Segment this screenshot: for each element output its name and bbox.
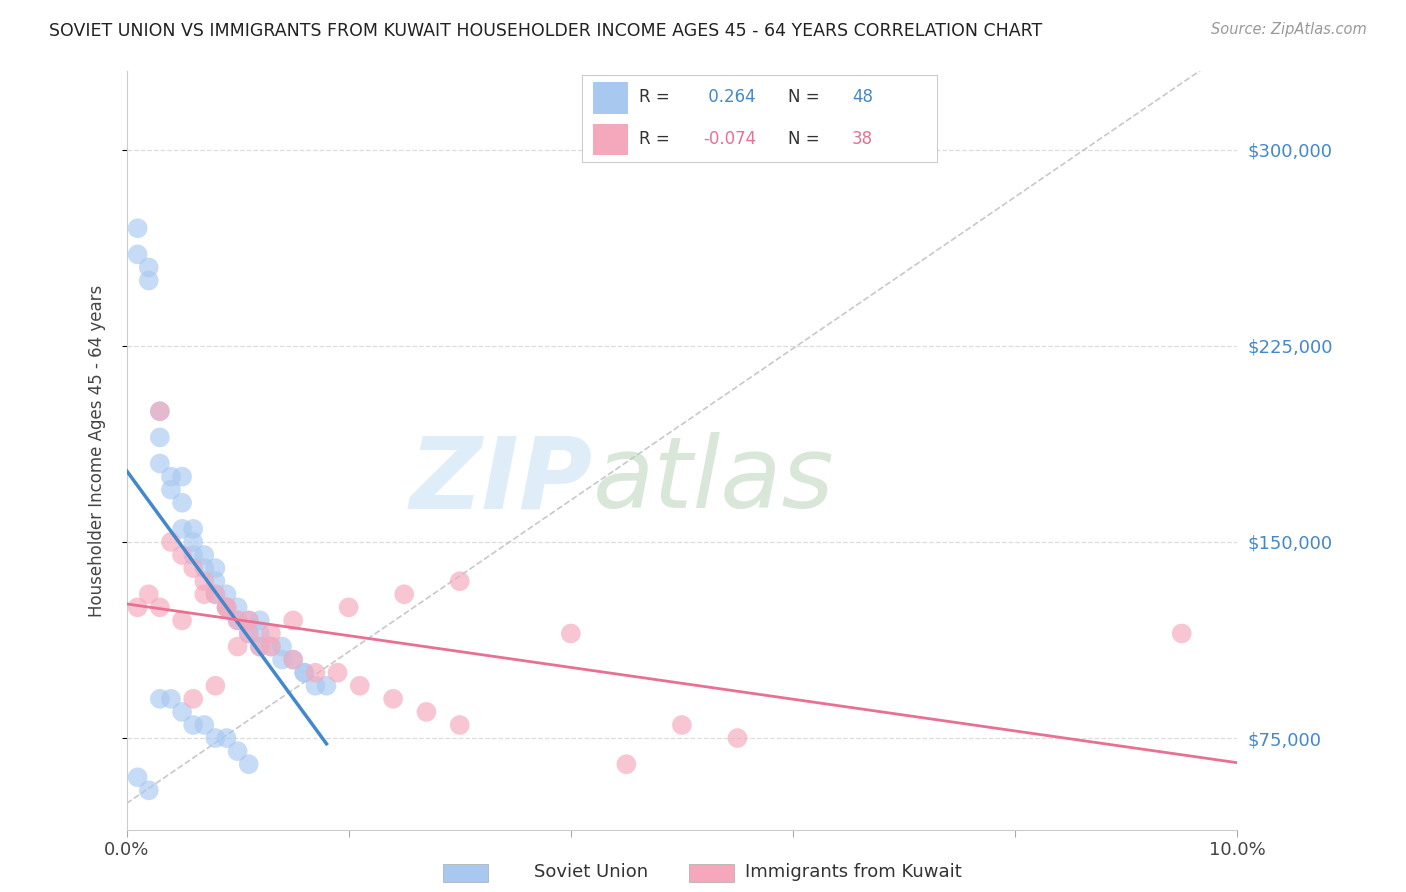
Point bbox=[226, 640, 249, 654]
Point bbox=[304, 679, 326, 693]
Point bbox=[181, 561, 204, 575]
Point bbox=[727, 731, 749, 745]
Point bbox=[271, 640, 294, 654]
Text: Source: ZipAtlas.com: Source: ZipAtlas.com bbox=[1211, 22, 1367, 37]
Point bbox=[249, 626, 271, 640]
Point bbox=[215, 600, 238, 615]
Point bbox=[249, 640, 271, 654]
Point bbox=[172, 469, 194, 483]
Point bbox=[160, 535, 183, 549]
Point bbox=[204, 574, 226, 589]
Point bbox=[238, 757, 260, 772]
Text: Soviet Union: Soviet Union bbox=[534, 863, 648, 881]
Point bbox=[204, 587, 226, 601]
Point bbox=[149, 404, 172, 418]
Point bbox=[281, 614, 304, 628]
Point bbox=[281, 652, 304, 666]
Point bbox=[138, 783, 160, 797]
Point bbox=[172, 522, 194, 536]
Text: atlas: atlas bbox=[593, 433, 835, 529]
Point bbox=[160, 483, 183, 497]
Point bbox=[127, 600, 149, 615]
Point bbox=[260, 626, 283, 640]
Point bbox=[138, 260, 160, 275]
Point bbox=[160, 691, 183, 706]
Point bbox=[304, 665, 326, 680]
Point bbox=[415, 705, 437, 719]
Point bbox=[1170, 626, 1192, 640]
Point bbox=[172, 496, 194, 510]
Text: SOVIET UNION VS IMMIGRANTS FROM KUWAIT HOUSEHOLDER INCOME AGES 45 - 64 YEARS COR: SOVIET UNION VS IMMIGRANTS FROM KUWAIT H… bbox=[49, 22, 1042, 40]
Point bbox=[238, 614, 260, 628]
Point bbox=[249, 614, 271, 628]
Point bbox=[172, 614, 194, 628]
Point bbox=[181, 691, 204, 706]
Point bbox=[249, 640, 271, 654]
Point bbox=[149, 457, 172, 471]
Point bbox=[215, 600, 238, 615]
Text: Immigrants from Kuwait: Immigrants from Kuwait bbox=[745, 863, 962, 881]
Point bbox=[204, 587, 226, 601]
Point bbox=[193, 718, 215, 732]
Point bbox=[138, 587, 160, 601]
Point bbox=[349, 679, 371, 693]
Point bbox=[671, 718, 693, 732]
Point bbox=[226, 600, 249, 615]
Point bbox=[260, 640, 283, 654]
Point bbox=[226, 614, 249, 628]
Point bbox=[172, 548, 194, 562]
Point bbox=[127, 221, 149, 235]
Point bbox=[382, 691, 405, 706]
Point bbox=[394, 587, 416, 601]
Point bbox=[238, 626, 260, 640]
Point bbox=[260, 640, 283, 654]
Point bbox=[226, 744, 249, 758]
Point bbox=[292, 665, 315, 680]
Point bbox=[160, 469, 183, 483]
Point bbox=[181, 548, 204, 562]
Point bbox=[292, 665, 315, 680]
Point bbox=[193, 548, 215, 562]
Point bbox=[193, 561, 215, 575]
Point bbox=[149, 404, 172, 418]
Text: ZIP: ZIP bbox=[411, 433, 593, 529]
Point bbox=[238, 626, 260, 640]
Point bbox=[149, 430, 172, 444]
Y-axis label: Householder Income Ages 45 - 64 years: Householder Income Ages 45 - 64 years bbox=[87, 285, 105, 616]
Point bbox=[226, 614, 249, 628]
Point bbox=[181, 718, 204, 732]
Point bbox=[127, 770, 149, 784]
Point bbox=[193, 587, 215, 601]
Point bbox=[215, 731, 238, 745]
Point bbox=[337, 600, 360, 615]
Point bbox=[193, 574, 215, 589]
Point bbox=[215, 600, 238, 615]
Point bbox=[238, 614, 260, 628]
Point bbox=[204, 731, 226, 745]
Point bbox=[181, 535, 204, 549]
Point bbox=[614, 757, 637, 772]
Point bbox=[172, 705, 194, 719]
Point bbox=[149, 691, 172, 706]
Point bbox=[127, 247, 149, 261]
Point bbox=[181, 522, 204, 536]
Point bbox=[204, 679, 226, 693]
Point bbox=[215, 587, 238, 601]
Point bbox=[449, 574, 471, 589]
Point bbox=[449, 718, 471, 732]
Point bbox=[326, 665, 349, 680]
Point bbox=[281, 652, 304, 666]
Point bbox=[560, 626, 582, 640]
Point bbox=[204, 561, 226, 575]
Point bbox=[271, 652, 294, 666]
Point bbox=[315, 679, 337, 693]
Point bbox=[138, 273, 160, 287]
Point bbox=[149, 600, 172, 615]
